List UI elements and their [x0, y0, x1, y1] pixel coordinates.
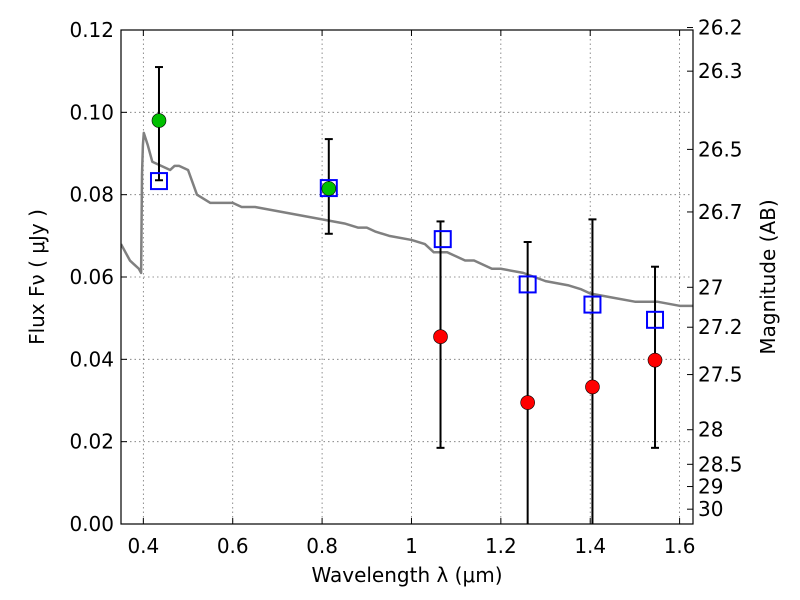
data-point-marker	[321, 181, 337, 196]
model-square-marker	[583, 295, 602, 314]
data-point-marker	[647, 352, 663, 368]
plot-area	[121, 131, 693, 308]
y-axis-ticks: 0.00 0.02 0.04 0.06 0.08 0.10 0.12	[69, 18, 127, 536]
right-tick-label: 28	[698, 418, 723, 442]
y-tick-label: 0.02	[69, 430, 114, 454]
model-square-marker	[518, 275, 537, 294]
x-tick-label: 0.4	[127, 534, 159, 558]
y-tick-label: 0.00	[69, 512, 114, 536]
data-point-marker	[433, 329, 448, 344]
right-tick-label: 29	[698, 475, 723, 499]
x-tick-label: 1.6	[664, 534, 696, 558]
y-axis-label: Flux Fν ( μJy )	[25, 209, 49, 345]
model-square-marker	[319, 179, 338, 198]
error-bars-overlay	[149, 66, 665, 524]
model-square-marker	[433, 230, 452, 249]
y-tick-label: 0.04	[69, 347, 114, 371]
right-tick-label: 26.7	[698, 200, 743, 224]
y-tick-label: 0.10	[69, 100, 114, 124]
y-tick-label: 0.08	[69, 183, 114, 207]
x-axis-ticks: 0.4 0.6 0.8 1 1.2 1.4 1.6	[127, 30, 696, 558]
right-axis-label: Magnitude (AB)	[756, 199, 780, 354]
model-square-marker	[149, 172, 168, 191]
x-tick-label: 0.6	[217, 534, 249, 558]
x-axis-label: Wavelength λ (μm)	[311, 563, 502, 587]
x-tick-label: 1.2	[485, 534, 517, 558]
right-tick-label: 27	[698, 275, 723, 299]
right-tick-label: 26.3	[698, 59, 743, 83]
y-tick-label: 0.12	[69, 18, 114, 42]
right-tick-label: 27.5	[698, 363, 743, 387]
right-tick-label: 28.5	[698, 452, 743, 476]
x-tick-label: 1	[405, 534, 418, 558]
right-tick-label: 26.2	[698, 16, 743, 40]
data-point-marker	[151, 113, 167, 128]
model-square-marker	[646, 310, 665, 329]
y-tick-label: 0.06	[69, 265, 114, 289]
data-point-marker	[520, 395, 535, 410]
x-tick-label: 1.4	[574, 534, 606, 558]
spectrum-line	[121, 131, 693, 308]
right-tick-label: 27.2	[698, 315, 743, 339]
x-tick-label: 0.8	[306, 534, 338, 558]
right-tick-label: 30	[698, 497, 723, 521]
data-point-marker	[585, 379, 600, 395]
right-tick-label: 26.5	[698, 137, 743, 161]
